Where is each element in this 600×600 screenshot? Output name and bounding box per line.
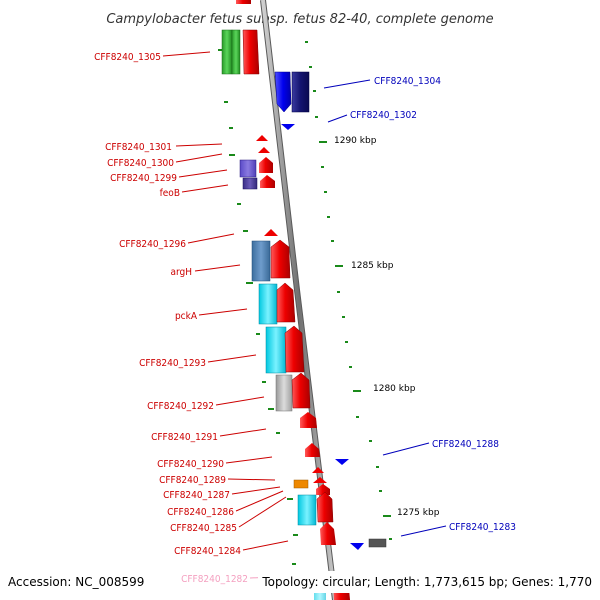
label-cff8240-1288[interactable]: CFF8240_1288 — [432, 439, 499, 450]
gene-red-near-1285[interactable] — [316, 491, 334, 523]
gene-cff8240-1288[interactable] — [335, 459, 349, 465]
label-cff8240-1293[interactable]: CFF8240_1293 — [139, 358, 206, 369]
gene-cff8240-1304-b[interactable] — [291, 71, 310, 113]
accession-text: Accession: NC_008599 — [8, 575, 144, 589]
label-cff8240-1283[interactable]: CFF8240_1283 — [449, 522, 516, 533]
scale-label-1275: 1275 kbp — [397, 508, 440, 518]
scale-label-1280: 1280 kbp — [373, 384, 416, 394]
gene-cff8240-1300[interactable] — [258, 147, 270, 153]
gene-cff8240-1292[interactable] — [275, 374, 293, 412]
gene-cff8240-1301[interactable] — [256, 135, 268, 141]
gene-red-near-1305[interactable] — [242, 29, 260, 75]
left-track-ticks — [218, 49, 298, 565]
gene-dark-near-1283[interactable] — [368, 538, 387, 548]
gene-cff8240-1296[interactable] — [264, 229, 278, 236]
label-cff8240-1289[interactable]: CFF8240_1289 — [159, 475, 226, 486]
gene-top-fragment[interactable] — [236, 0, 251, 4]
gene-cff8240-1289[interactable] — [312, 467, 324, 473]
footer-right-backing — [258, 571, 600, 593]
gene-red-near-1293[interactable] — [284, 325, 305, 373]
label-pcka[interactable]: pckA — [175, 311, 198, 322]
label-cff8240-1287[interactable]: CFF8240_1287 — [163, 490, 230, 501]
gene-cff8240-1305-a[interactable] — [221, 29, 233, 75]
gene-red-near-feob[interactable] — [260, 175, 275, 188]
label-feob[interactable]: feoB — [160, 188, 180, 199]
gene-feob[interactable] — [242, 177, 258, 190]
label-cff8240-1302[interactable]: CFF8240_1302 — [350, 110, 417, 121]
gene-cff8240-1299[interactable] — [239, 159, 257, 178]
label-cff8240-1285[interactable]: CFF8240_1285 — [170, 523, 237, 534]
label-cff8240-1286[interactable]: CFF8240_1286 — [167, 507, 234, 518]
left-labels: CFF8240_1305 CFF8240_1301 CFF8240_1300 C… — [94, 52, 248, 585]
gene-orange-small[interactable] — [293, 479, 309, 489]
gene-cff8240-1287[interactable] — [313, 477, 327, 483]
label-cff8240-1290[interactable]: CFF8240_1290 — [157, 459, 224, 470]
left-leader-lines — [162, 51, 289, 551]
gene-cff8240-1293[interactable] — [265, 326, 287, 374]
gene-cff8240-1291[interactable] — [300, 412, 317, 428]
label-cff8240-1300[interactable]: CFF8240_1300 — [107, 158, 174, 169]
label-cff8240-1282[interactable]: CFF8240_1282 — [181, 574, 248, 585]
label-cff8240-1284[interactable]: CFF8240_1284 — [174, 546, 241, 557]
label-cff8240-1305[interactable]: CFF8240_1305 — [94, 52, 161, 63]
label-cff8240-1299[interactable]: CFF8240_1299 — [110, 173, 177, 184]
topology-text: Topology: circular; Length: 1,773,615 bp… — [261, 575, 592, 589]
gene-pcka[interactable] — [258, 283, 278, 325]
gene-cff8240-1305-b[interactable] — [231, 29, 241, 75]
label-cff8240-1292[interactable]: CFF8240_1292 — [147, 401, 214, 412]
gene-cff8240-1302[interactable] — [281, 124, 295, 130]
label-argh[interactable]: argH — [170, 267, 192, 278]
label-cff8240-1304[interactable]: CFF8240_1304 — [374, 76, 441, 87]
gene-argh[interactable] — [251, 240, 271, 282]
gene-cff8240-1290[interactable] — [305, 443, 320, 457]
right-leader-lines — [323, 79, 447, 537]
label-cff8240-1296[interactable]: CFF8240_1296 — [119, 239, 186, 250]
right-track-ticks — [305, 41, 392, 540]
gene-red-near-pcka[interactable] — [276, 282, 296, 323]
scale-label-1290: 1290 kbp — [334, 136, 377, 146]
gene-cff8240-1304-a[interactable] — [274, 71, 292, 113]
gene-cff8240-1284[interactable] — [320, 522, 336, 545]
gene-cff8240-1283[interactable] — [350, 543, 364, 550]
gene-cff8240-1285[interactable] — [297, 494, 317, 526]
gene-red-near-argh[interactable] — [270, 239, 291, 279]
gene-red-small-1286[interactable] — [316, 484, 330, 495]
footer-left-backing — [0, 571, 173, 593]
label-cff8240-1301[interactable]: CFF8240_1301 — [105, 142, 172, 153]
gene-red-near-1299[interactable] — [259, 157, 273, 173]
map-title: Campylobacter fetus subsp. fetus 82-40, … — [106, 12, 493, 27]
gene-red-near-1292[interactable] — [291, 372, 311, 409]
scale-label-1285: 1285 kbp — [351, 261, 394, 271]
label-cff8240-1291[interactable]: CFF8240_1291 — [151, 432, 218, 443]
right-labels: CFF8240_1304 CFF8240_1302 CFF8240_1288 C… — [350, 76, 516, 533]
